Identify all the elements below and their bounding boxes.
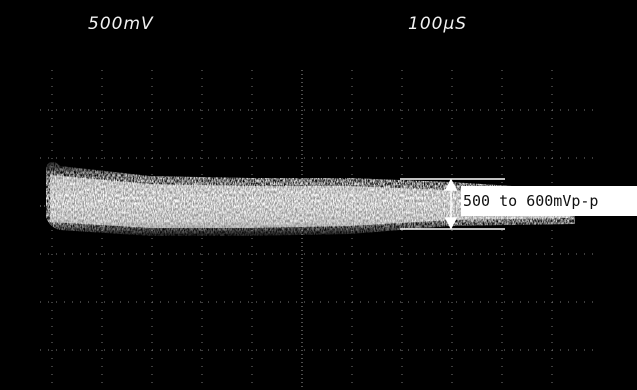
measurement-bracket: [400, 178, 505, 230]
measurement-label: 500 to 600mVp-p: [461, 186, 637, 216]
trace-core: [50, 175, 570, 228]
volts-per-div-readout: 500mV: [88, 14, 154, 34]
time-per-div-readout: 100µS: [408, 14, 468, 34]
